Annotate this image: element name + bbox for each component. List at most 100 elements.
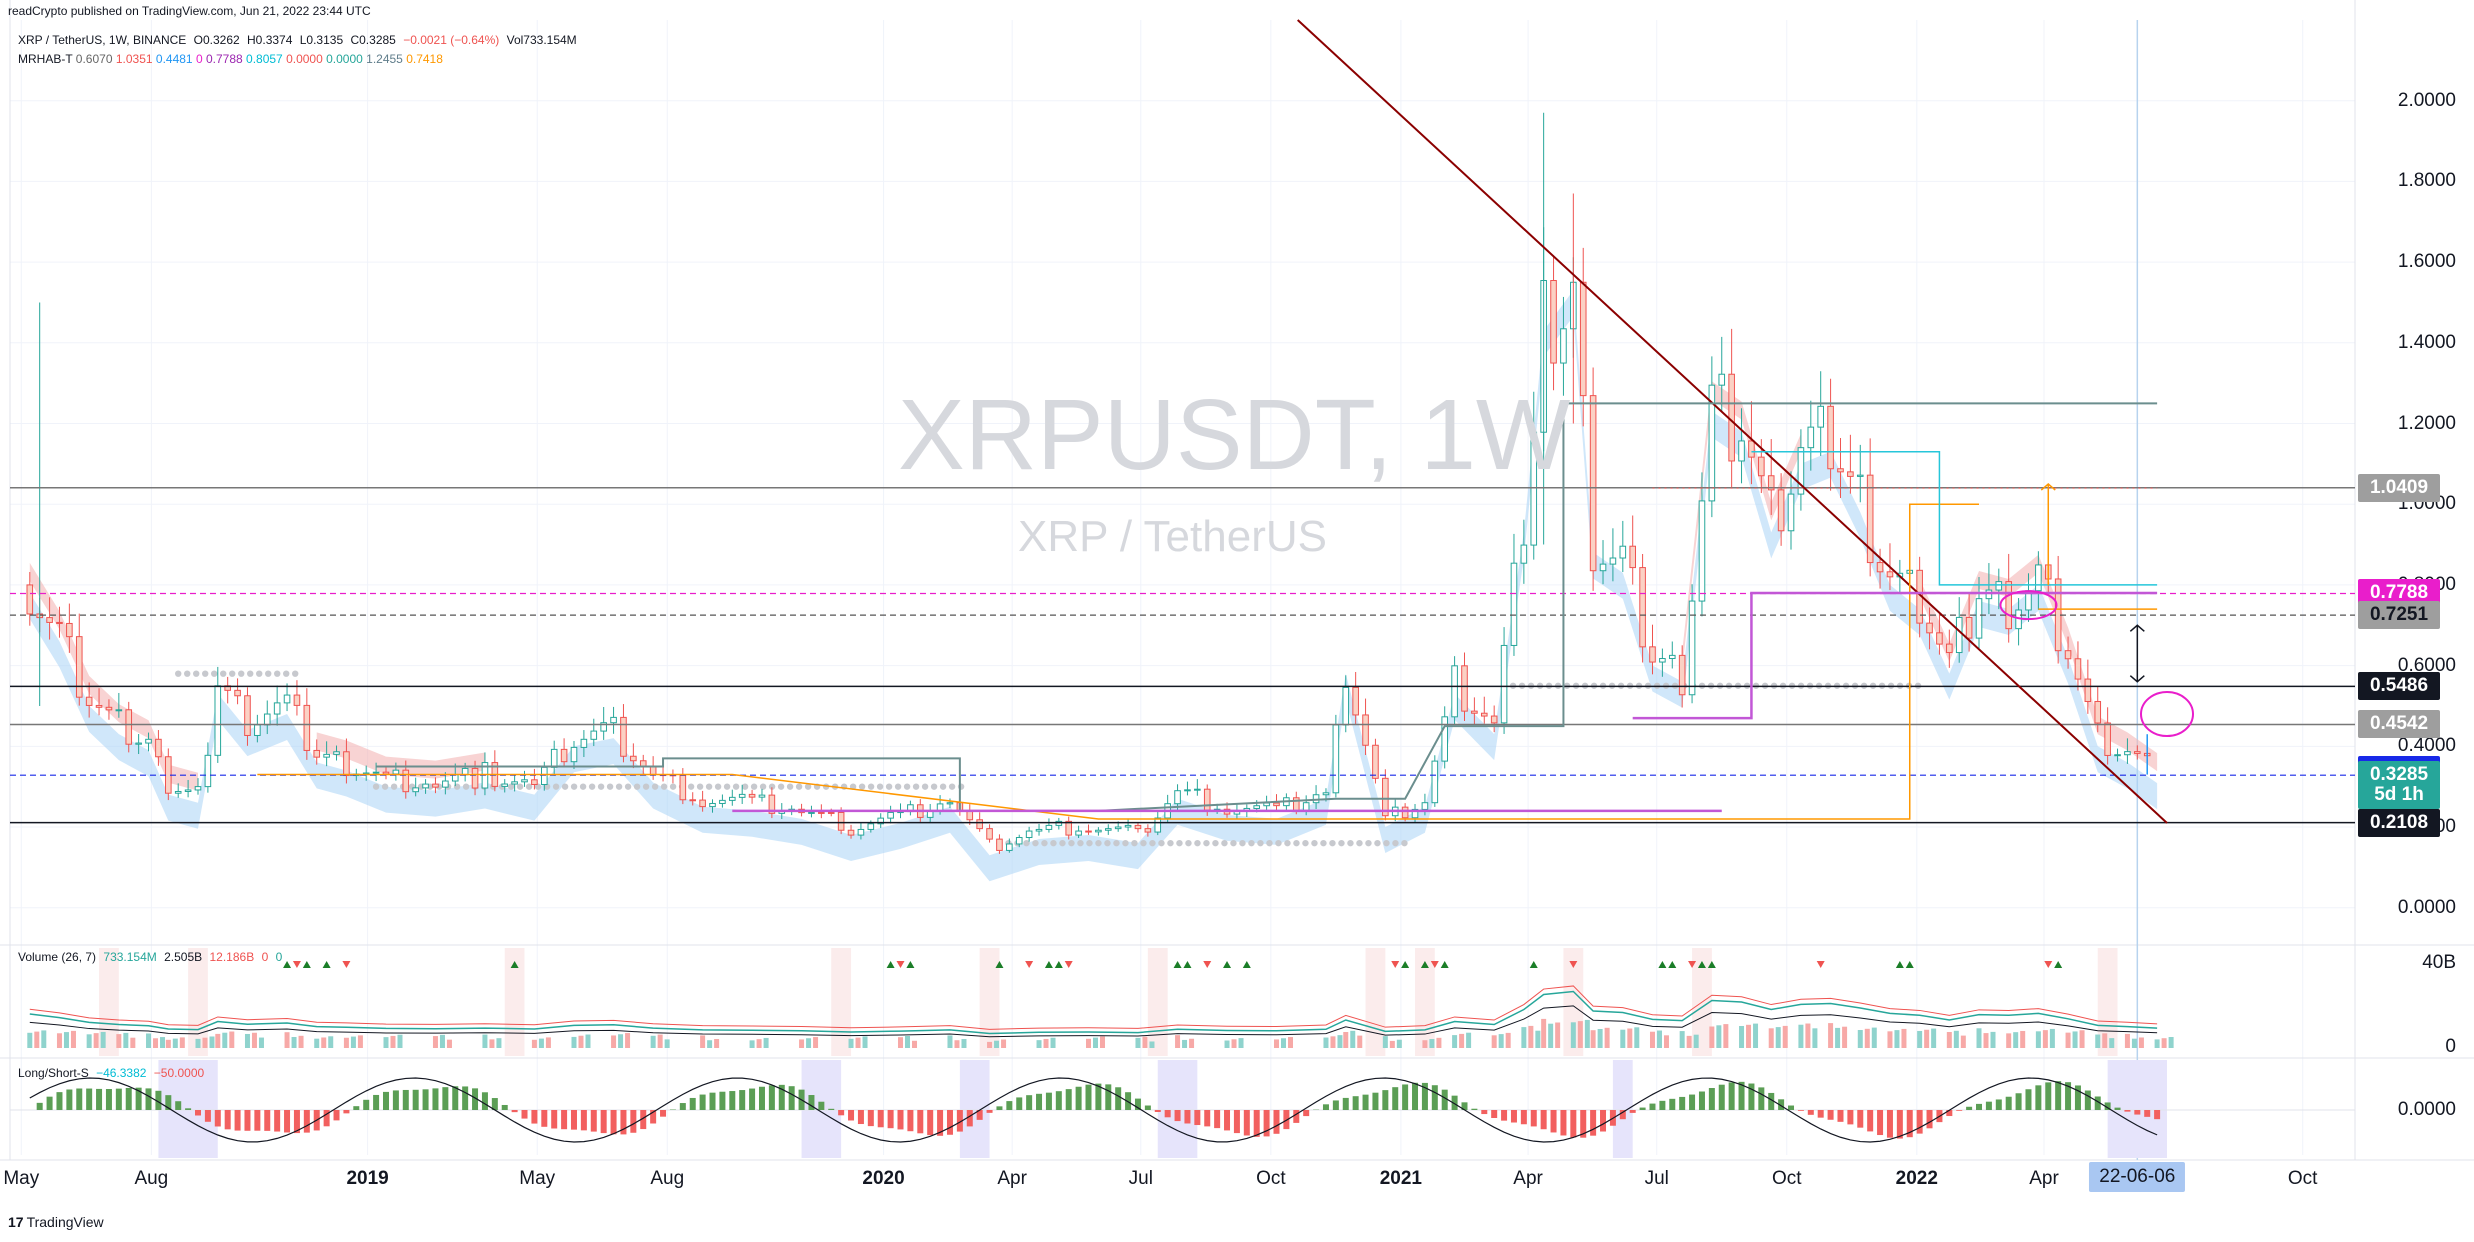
measure-arrow-head <box>2129 624 2145 632</box>
ls-bar-short <box>254 1110 261 1131</box>
ls-bar-short <box>274 1110 281 1132</box>
dot-marker <box>606 783 614 790</box>
volume-highlight-band <box>2097 948 2118 1056</box>
dot-marker <box>561 783 569 790</box>
dot-marker <box>759 783 767 790</box>
dot-marker <box>1257 839 1264 847</box>
candle-body <box>2074 658 2082 680</box>
y-tick-label: 0.6000 <box>2397 654 2456 676</box>
trendline-group[interactable] <box>1297 19 2168 824</box>
ls-bar-long <box>1639 1107 1646 1110</box>
candle-body <box>580 738 588 748</box>
volume-bar <box>1894 1030 1900 1048</box>
candle-body <box>1886 571 1894 578</box>
volume-bar <box>1805 1023 1811 1048</box>
candle-body <box>1382 777 1389 817</box>
x-tick-label: 2021 <box>1379 1168 1423 1189</box>
volume-bar <box>86 1034 92 1048</box>
volume-bar <box>2095 1034 2101 1048</box>
buy-signal <box>1707 961 1716 968</box>
volume-bar <box>961 1039 967 1048</box>
dot-marker <box>921 783 929 790</box>
ls-bar-long <box>2074 1085 2081 1110</box>
candle-body <box>590 730 598 740</box>
candle-body <box>1688 600 1696 696</box>
candle-body <box>75 636 83 698</box>
volume-bar <box>146 1033 152 1048</box>
tradingview-logo[interactable]: 17 TradingView <box>8 1214 104 1230</box>
ls-bar-long <box>1995 1099 2002 1110</box>
candle-body <box>827 811 835 814</box>
volume-bar <box>41 1030 47 1048</box>
ls-bar-short <box>1916 1110 1923 1134</box>
dot-marker <box>534 783 542 790</box>
ls-bar-short <box>1293 1110 1300 1123</box>
candle-body <box>1579 281 1587 397</box>
ls-bar-short <box>1303 1110 1310 1117</box>
dot-marker <box>1059 839 1066 847</box>
ls-bar-long <box>699 1094 706 1110</box>
volume-bar <box>1946 1032 1952 1048</box>
ls-bar-long <box>2065 1082 2072 1110</box>
sell-signal <box>1430 961 1439 968</box>
sell-signal <box>1816 961 1825 968</box>
volume-bar <box>1976 1028 1982 1048</box>
ls-bar-long <box>1985 1101 1992 1110</box>
volume-bar <box>1716 1025 1722 1048</box>
candle-body <box>639 760 647 767</box>
dot-marker <box>732 783 740 790</box>
volume-bar <box>1100 1036 1106 1048</box>
volume-title[interactable]: Volume (26, 7) 733.154M 2.505B 12.186B 0… <box>18 950 282 964</box>
candle-body <box>1678 654 1686 696</box>
price-tag: 1.0409 <box>2358 473 2440 502</box>
volume-bar <box>1382 1036 1388 1048</box>
candle-body <box>1500 644 1508 724</box>
ls-bar-short <box>1550 1110 1557 1133</box>
ls-bar-long <box>2035 1085 2042 1110</box>
ls-bar-long <box>1105 1084 1112 1110</box>
indicator-line[interactable]: MRHAB-T 0.6070 1.0351 0.4481 0 0.7788 0.… <box>18 52 443 66</box>
ls-highlight-band <box>1612 1060 1633 1158</box>
x-tick-label: Apr <box>1513 1168 1543 1189</box>
ls-bar-short <box>620 1110 627 1135</box>
candle-body <box>1639 567 1646 648</box>
dot-marker <box>256 670 263 677</box>
ls-title[interactable]: Long/Short-S −46.3382 −50.0000 <box>18 1066 204 1080</box>
volume-bar <box>1343 1032 1349 1048</box>
volume-bar <box>1555 1022 1561 1048</box>
dot-marker <box>292 670 299 677</box>
circle-annotation <box>1999 590 2058 621</box>
ls-bar-long <box>125 1087 132 1110</box>
ohlc-low: L0.3135 <box>299 33 344 47</box>
sell-signal <box>1688 961 1697 968</box>
circle-annotation <box>2140 691 2195 738</box>
volume-bar <box>2072 1031 2078 1048</box>
volume-bar <box>987 1041 993 1048</box>
dot-marker <box>1392 839 1399 847</box>
volume-bar <box>1389 1040 1395 1048</box>
ls-bar-long <box>432 1088 439 1110</box>
candle-body <box>1104 828 1112 831</box>
volume-bar <box>1142 1036 1148 1048</box>
buy-signal <box>1529 961 1538 968</box>
volume-bar <box>848 1038 854 1048</box>
volume-bar <box>165 1039 171 1048</box>
volume-bar <box>1452 1035 1458 1048</box>
sell-signal <box>1391 961 1400 968</box>
horizontal-levels[interactable] <box>10 486 2355 824</box>
volume-bar <box>489 1039 495 1048</box>
candle-body <box>600 722 607 732</box>
ls-bar-short <box>244 1110 251 1131</box>
ohlc-change: −0.0021 (−0.64%) <box>403 33 500 47</box>
volume-bar <box>1422 1040 1428 1048</box>
ls-bar-long <box>1016 1097 1023 1110</box>
volume-bar <box>1842 1026 1848 1048</box>
ls-bar-long <box>442 1087 449 1110</box>
ls-bar-long <box>1441 1089 1448 1110</box>
volume-bar <box>172 1038 178 1048</box>
volume-bar <box>1323 1037 1329 1048</box>
ls-bar-long <box>1966 1106 1973 1110</box>
volume-bar <box>1953 1030 1959 1048</box>
y-tick-label: 0.4000 <box>2397 735 2456 757</box>
